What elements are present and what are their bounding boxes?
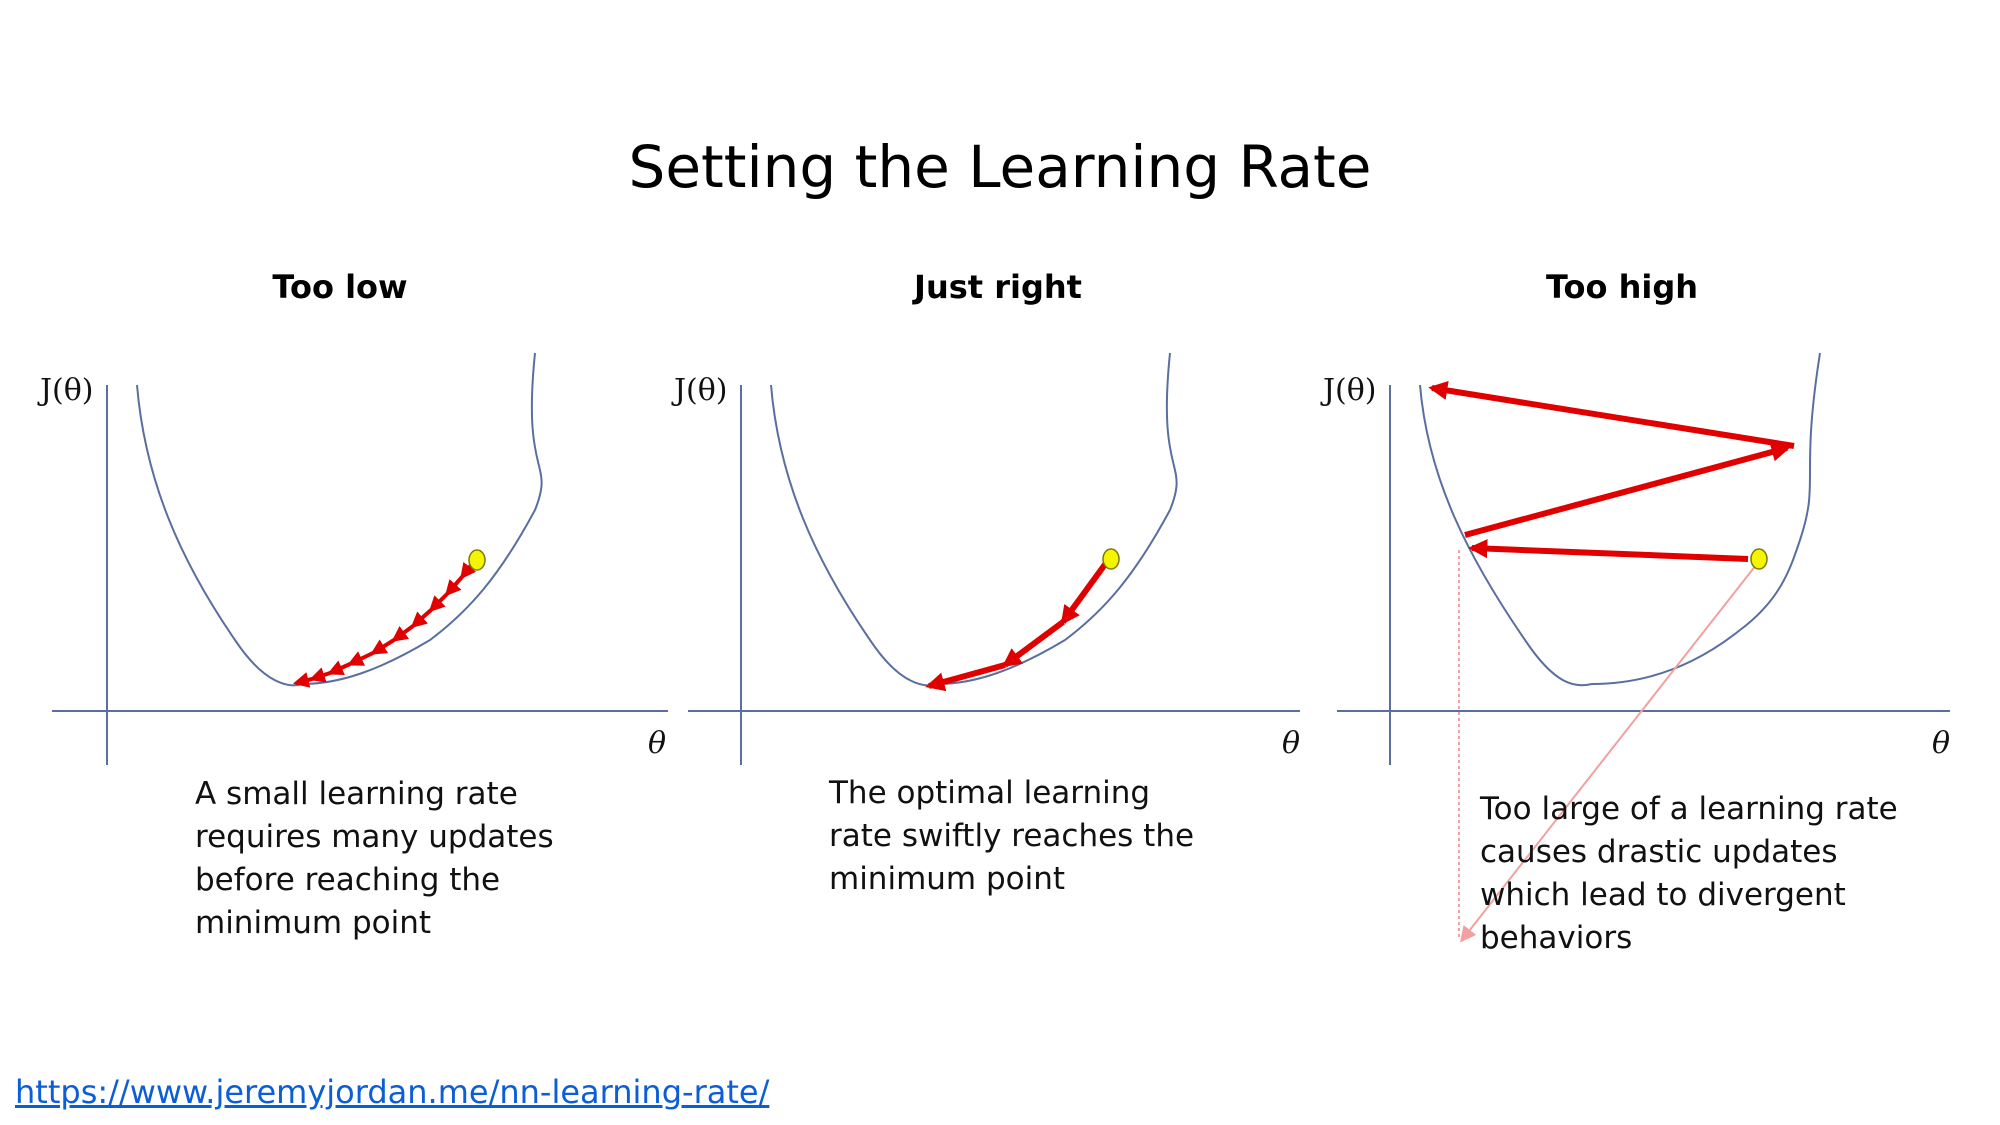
- step-arrow: [925, 662, 1006, 692]
- caption-line: which lead to divergent: [1480, 877, 1846, 913]
- step-arrow: [444, 575, 464, 597]
- panel-title-just-right: Just right: [914, 268, 1082, 306]
- start-point: [1750, 548, 1768, 570]
- caption-line: minimum point: [829, 861, 1066, 897]
- step-arrow: [1468, 539, 1749, 562]
- divergence-pointer-diagonal: [1460, 559, 1761, 943]
- caption-just-right: The optimal learning rate swiftly reache…: [829, 772, 1269, 901]
- caption-line: Too large of a learning rate: [1480, 791, 1898, 827]
- y-axis-label: J(θ): [671, 373, 728, 408]
- x-axis-label: θ: [1282, 726, 1300, 761]
- panel-just-right: J(θ) θ: [671, 352, 1300, 765]
- step-arrow: [308, 667, 331, 683]
- step-arrow: [391, 624, 415, 642]
- caption-line: requires many updates: [195, 819, 554, 855]
- slide-title: Setting the Learning Rate: [628, 133, 1372, 201]
- step-arrow: [1060, 561, 1109, 626]
- start-point: [468, 549, 486, 571]
- caption-line: before reaching the: [195, 862, 501, 898]
- panel-title-too-low: Too low: [272, 268, 408, 306]
- loss-curve: [770, 352, 1178, 687]
- y-axis-label: J(θ): [37, 373, 94, 408]
- panel-title-too-high: Too high: [1545, 268, 1699, 306]
- x-axis-label: θ: [1932, 726, 1950, 761]
- loss-curve: [1419, 352, 1821, 687]
- caption-line: causes drastic updates: [1480, 834, 1838, 870]
- step-arrow: [428, 592, 449, 613]
- step-arrow: [292, 672, 313, 688]
- caption-line: behaviors: [1480, 920, 1633, 956]
- caption-line: A small learning rate: [195, 776, 518, 812]
- small-step-arrows: [292, 558, 477, 688]
- step-arrow: [1001, 619, 1065, 668]
- caption-too-high: Too large of a learning rate causes dras…: [1480, 788, 1980, 960]
- step-arrow: [347, 651, 374, 666]
- source-link[interactable]: https://www.jeremyjordan.me/nn-learning-…: [15, 1073, 770, 1111]
- large-step-arrows: [925, 561, 1109, 692]
- divergent-step-arrows: [1428, 380, 1795, 562]
- step-arrow: [327, 660, 351, 676]
- step-arrow: [1428, 380, 1795, 449]
- step-arrow: [1464, 442, 1791, 538]
- panel-too-low: J(θ) θ: [37, 352, 668, 765]
- panel-too-high: J(θ) θ: [1320, 352, 1950, 943]
- loss-curve: [136, 352, 543, 687]
- start-point: [1102, 548, 1120, 570]
- caption-line: rate swiftly reaches the: [829, 818, 1195, 854]
- x-axis-label: θ: [648, 726, 666, 761]
- caption-too-low: A small learning rate requires many upda…: [195, 773, 635, 945]
- step-arrow: [410, 608, 433, 629]
- step-arrow: [370, 638, 396, 655]
- caption-line: minimum point: [195, 905, 432, 941]
- caption-line: The optimal learning: [829, 775, 1151, 811]
- y-axis-label: J(θ): [1320, 373, 1377, 408]
